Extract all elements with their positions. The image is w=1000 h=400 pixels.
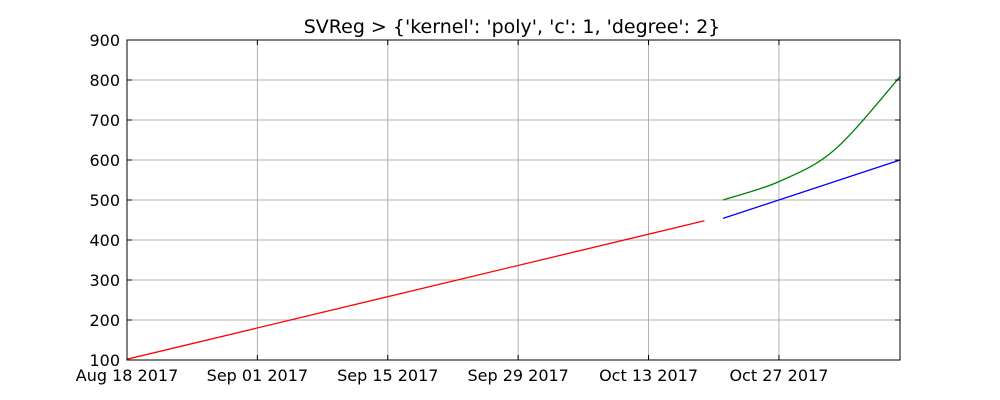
x-tick-label: Oct 13 2017 — [599, 366, 698, 385]
series-line-0 — [126, 220, 705, 360]
y-tick-label: 900 — [89, 31, 120, 50]
x-axis-tick-labels: Aug 18 2017 Sep 01 2017 Sep 15 2017 Sep 29 … — [76, 366, 829, 385]
series-layer — [126, 76, 901, 360]
x-tick-label: Sep 15 2017 — [337, 366, 438, 385]
chart-title: SVReg > {'kernel': 'poly', 'c': 1, 'degr… — [304, 16, 721, 38]
grid-layer — [126, 39, 900, 361]
x-tick-label: Sep 29 2017 — [467, 366, 568, 385]
y-tick-label: 400 — [89, 231, 120, 250]
y-tick-label: 700 — [89, 111, 120, 130]
y-tick-label: 600 — [89, 151, 120, 170]
y-tick-label: 800 — [89, 71, 120, 90]
y-tick-label: 500 — [89, 191, 120, 210]
x-tick-label: Oct 27 2017 — [729, 366, 828, 385]
y-axis-tick-labels: 100 200 300 400 500 600 700 800 900 — [89, 31, 120, 370]
tick-layer — [126, 39, 900, 361]
x-tick-label: Sep 01 2017 — [207, 366, 308, 385]
y-tick-label: 200 — [89, 311, 120, 330]
y-tick-label: 300 — [89, 271, 120, 290]
series-line-1 — [722, 159, 901, 220]
series-line-2 — [722, 76, 901, 201]
x-tick-label: Aug 18 2017 — [76, 366, 179, 385]
y-tick-label: 100 — [89, 351, 120, 370]
